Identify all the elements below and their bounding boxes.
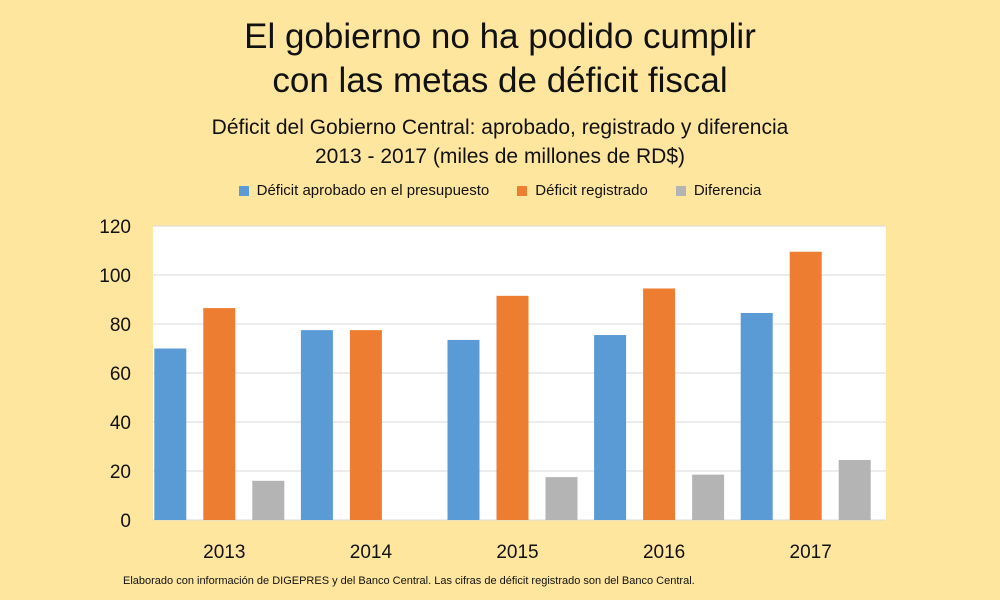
chart-title-line-1: El gobierno no ha podido cumplir — [244, 17, 756, 56]
chart-legend: Déficit aprobado en el presupuesto Défic… — [0, 181, 1000, 201]
bar-registered-2013 — [203, 308, 236, 520]
y-tick-label: 0 — [120, 511, 131, 532]
bar-approved-2016 — [594, 335, 627, 520]
x-tick-label: 2016 — [643, 542, 685, 563]
y-tick-label: 120 — [99, 217, 131, 238]
legend-item-difference: Diferencia — [675, 181, 762, 201]
bar-registered-2015 — [496, 295, 529, 520]
bar-approved-2014 — [300, 330, 333, 520]
legend-item-registered: Déficit registrado — [517, 181, 648, 201]
y-tick-label: 100 — [99, 266, 131, 287]
y-tick-label: 20 — [110, 462, 131, 483]
x-tick-label: 2014 — [350, 542, 393, 563]
bar-approved-2013 — [154, 348, 187, 520]
legend-label-approved: Déficit aprobado en el presupuesto — [256, 182, 490, 199]
chart-subtitle-line-2: 2013 - 2017 (miles de millones de RD$) — [314, 145, 685, 168]
legend-swatch-difference — [675, 186, 686, 196]
legend-label-difference: Diferencia — [693, 182, 762, 199]
legend-label-registered: Déficit registrado — [535, 182, 648, 199]
bar-difference-2017 — [838, 459, 871, 520]
source-footnote: Elaborado con información de DIGEPRES y … — [123, 575, 695, 587]
y-tick-label: 80 — [110, 315, 131, 336]
x-tick-label: 2017 — [790, 542, 832, 563]
x-tick-label: 2015 — [496, 542, 538, 563]
bar-registered-2014 — [349, 330, 382, 520]
bar-difference-2013 — [252, 480, 285, 520]
chart-subtitle-line-1: Déficit del Gobierno Central: aprobado, … — [211, 116, 789, 139]
bar-approved-2015 — [447, 339, 480, 520]
y-tick-label: 60 — [110, 364, 131, 385]
chart-title-line-2: con las metas de déficit fiscal — [272, 61, 728, 100]
y-tick-label: 40 — [110, 413, 131, 434]
bar-approved-2017 — [740, 312, 773, 520]
legend-swatch-registered — [517, 186, 528, 196]
x-tick-label: 2013 — [203, 542, 245, 563]
bar-difference-2015 — [545, 477, 578, 520]
legend-item-approved: Déficit aprobado en el presupuesto — [238, 181, 490, 201]
bar-registered-2017 — [789, 251, 822, 520]
bar-registered-2016 — [643, 288, 676, 520]
bar-difference-2016 — [692, 474, 725, 520]
legend-swatch-approved — [238, 186, 249, 196]
